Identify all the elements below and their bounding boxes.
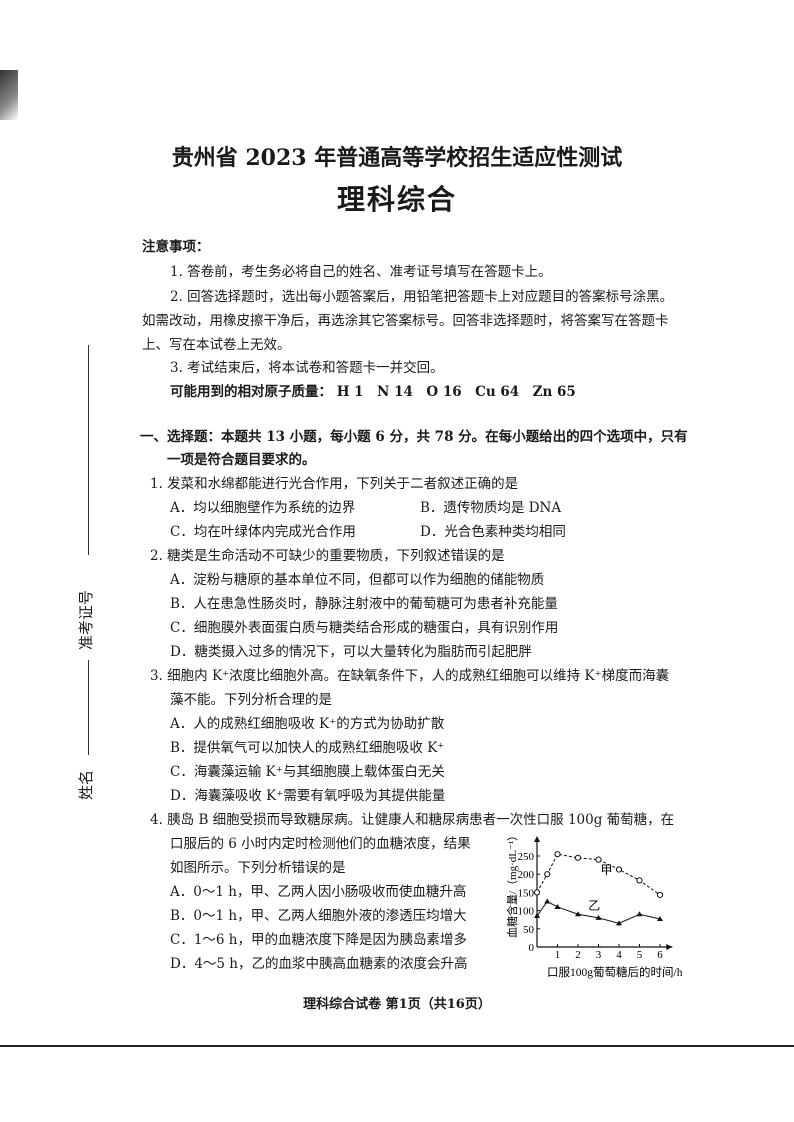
option: D．光合色素种类均相同: [420, 524, 566, 540]
data-point-yi: [636, 911, 643, 917]
page-subtitle: 理科综合: [336, 183, 457, 216]
atomic-mass: 可能用到的相对原子质量： H 1 N 14 O 16 Cu 64 Zn 65: [170, 384, 576, 400]
x-tick-label: 1: [555, 949, 561, 961]
option: B．0～1 h，甲、乙两人细胞外液的渗透压均增大: [170, 908, 467, 924]
series-label-jia: 甲: [601, 863, 613, 877]
option: A．淀粉与糖原的基本单位不同，但都可以作为细胞的储能物质: [170, 572, 545, 588]
series-line-jia: [536, 853, 661, 896]
question-stem: 3. 细胞内 K⁺浓度比细胞外高。在缺氧条件下，人的成熟红细胞可以维持 K⁺梯度…: [150, 668, 670, 684]
data-point-jia: [595, 856, 602, 863]
data-point-yi: [657, 915, 663, 921]
data-point-jia: [615, 866, 623, 873]
option: A．人的成熟红细胞吸收 K⁺的方式为协助扩散: [170, 716, 445, 732]
x-tick-label: 4: [616, 949, 622, 961]
option: C．细胞膜外表面蛋白质与糖类结合形成的糖蛋白，具有识别作用: [170, 620, 559, 636]
page-footer: 理科综合试卷 第1页（共16页）: [303, 997, 491, 1012]
data-point-yi: [544, 898, 551, 904]
y-tick-label: 50: [523, 924, 535, 936]
exam-id-label: 准考证号: [77, 589, 95, 650]
y-tick-label: 200: [518, 869, 535, 881]
question-stem: 藻不能。下列分析合理的是: [170, 692, 332, 708]
data-point-yi: [534, 913, 540, 919]
option: C．均在叶绿体内完成光合作用: [170, 524, 356, 540]
data-point-yi: [575, 911, 581, 917]
y-axis-label: 血糖含量/（mg·dL⁻¹）: [505, 830, 519, 938]
x-tick-label: 3: [596, 949, 602, 961]
y-axis-arrow: [534, 836, 540, 842]
x-tick-label: 5: [637, 949, 643, 961]
data-point-jia: [544, 871, 551, 878]
y-tick-label: 250: [518, 851, 535, 863]
question-stem: 4. 胰岛 B 细胞受损而导致糖尿病。让健康人和糖尿病患者一次性口服 100g …: [150, 812, 675, 828]
data-point-jia: [533, 889, 541, 896]
x-tick-label: 6: [657, 949, 663, 961]
margin-line: [88, 660, 89, 755]
note-item: 2. 回答选择题时，选出每小题答案后，用铅笔把答题卡上对应题目的答案标号涂黑。: [170, 289, 674, 305]
option: A．均以细胞壁作为系统的边界: [170, 500, 356, 516]
data-point-jia: [574, 854, 582, 861]
option: D．4～5 h，乙的血浆中胰高血糖素的浓度会升高: [170, 956, 468, 972]
section-heading: 一、选择题：本题共 13 小题，每小题 6 分，共 78 分。在每小题给出的四个…: [140, 429, 688, 445]
option: C．1～6 h，甲的血糖浓度下降是因为胰岛素增多: [170, 932, 467, 948]
blood-glucose-chart: 1 2 3 4 5 6 0 50 100 150 200 250 甲乙 血糖含量/（mg·dL⁻¹） 口…: [505, 830, 683, 979]
data-point-yi: [554, 903, 561, 909]
question-stem: 2. 糖类是生命活动不可缺少的重要物质，下列叙述错误的是: [150, 548, 505, 564]
x-axis-arrow: [666, 944, 673, 950]
section-heading: 一项是符合题目要求的。: [167, 452, 316, 468]
question-stem: 如图所示。下列分析错误的是: [170, 860, 346, 876]
option: C．海囊藻运输 K⁺与其细胞膜上载体蛋白无关: [170, 764, 445, 780]
bottom-rule: [0, 1045, 794, 1047]
notes-heading: 注意事项：: [142, 239, 210, 255]
note-item: 3. 考试结束后，将本试卷和答题卡一并交回。: [170, 360, 444, 376]
series-label-yi: 乙: [588, 899, 600, 913]
question-stem: 口服后的 6 小时内定时检测他们的血糖浓度，结果: [170, 836, 471, 852]
option: B．提供氧气可以加快人的成熟红细胞吸收 K⁺: [170, 740, 445, 756]
option: D．海囊藻吸收 K⁺需要有氧呼吸为其提供能量: [170, 788, 446, 804]
data-point-jia: [656, 891, 664, 899]
margin-line: [88, 345, 89, 555]
question-stem: 1. 发菜和水绵都能进行光合作用，下列关于二者叙述正确的是: [150, 476, 519, 492]
note-item: 上、写在本试卷上无效。: [142, 337, 291, 353]
y-tick-label: 0: [529, 942, 535, 954]
y-tick-label: 150: [518, 887, 535, 899]
option: B．遗传物质均是 DNA: [420, 500, 562, 516]
data-point-yi: [595, 914, 602, 920]
data-point-jia: [554, 851, 561, 858]
page-title: 贵州省 2023 年普通高等学校招生适应性测试: [171, 145, 623, 171]
x-axis-label: 口服100g葡萄糖后的时间/h: [547, 965, 683, 979]
data-point-yi: [616, 920, 622, 926]
name-label: 姓名: [77, 769, 95, 800]
data-point-jia: [636, 877, 643, 884]
note-item: 1. 答卷前，考生务必将自己的姓名、准考证号填写在答题卡上。: [170, 264, 552, 280]
option: A．0～1 h，甲、乙两人因小肠吸收而使血糖升高: [170, 884, 467, 900]
note-item: 如需改动，用橡皮擦干净后，再选涂其它答案标号。回答非选择题时，将答案写在答题卡: [142, 313, 669, 329]
scan-corner-mark: [0, 70, 18, 120]
option: B．人在患急性肠炎时，静脉注射液中的葡萄糖可为患者补充能量: [170, 596, 558, 612]
y-tick-label: 100: [518, 906, 535, 918]
option: D．糖类摄入过多的情况下，可以大量转化为脂肪而引起肥胖: [170, 644, 532, 660]
x-tick-label: 2: [575, 949, 581, 961]
